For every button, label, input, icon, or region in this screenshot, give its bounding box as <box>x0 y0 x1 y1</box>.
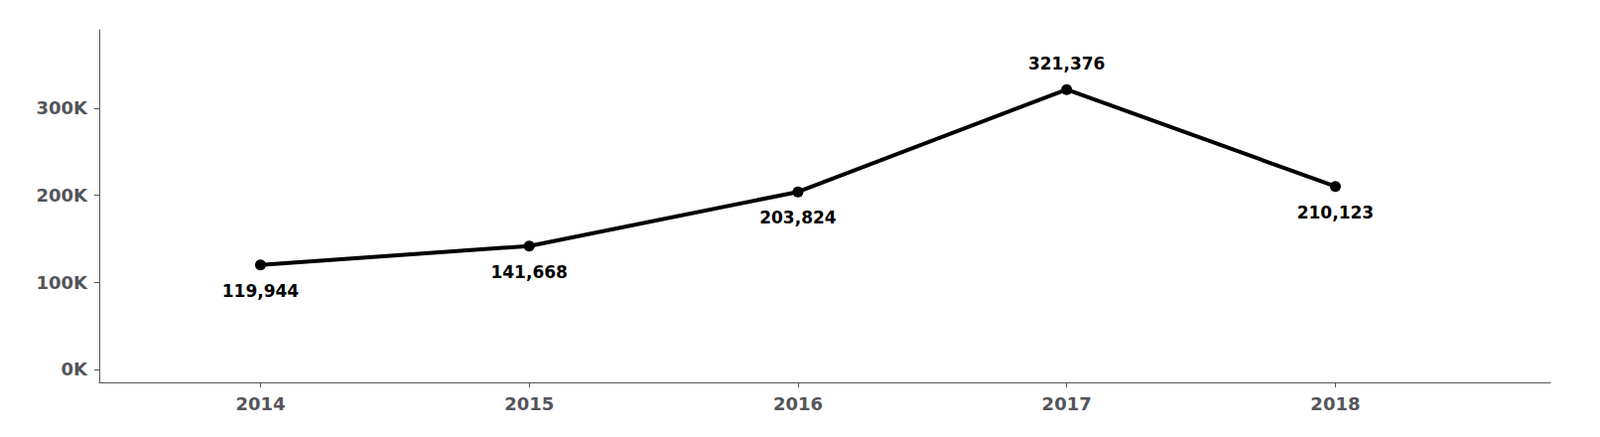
svg-text:2018: 2018 <box>1310 393 1360 414</box>
svg-text:2015: 2015 <box>504 393 554 414</box>
svg-text:2017: 2017 <box>1042 393 1092 414</box>
svg-text:141,668: 141,668 <box>490 262 567 282</box>
svg-text:100K: 100K <box>35 271 89 293</box>
svg-text:2016: 2016 <box>773 393 823 414</box>
svg-text:119,944: 119,944 <box>222 280 300 301</box>
svg-text:0K: 0K <box>61 358 90 380</box>
svg-text:210,123: 210,123 <box>1297 202 1374 223</box>
svg-text:200K: 200K <box>35 184 89 206</box>
svg-text:2014: 2014 <box>235 393 285 414</box>
svg-text:203,824: 203,824 <box>759 207 837 228</box>
svg-text:300K: 300K <box>35 97 89 119</box>
svg-text:321,376: 321,376 <box>1028 53 1105 74</box>
